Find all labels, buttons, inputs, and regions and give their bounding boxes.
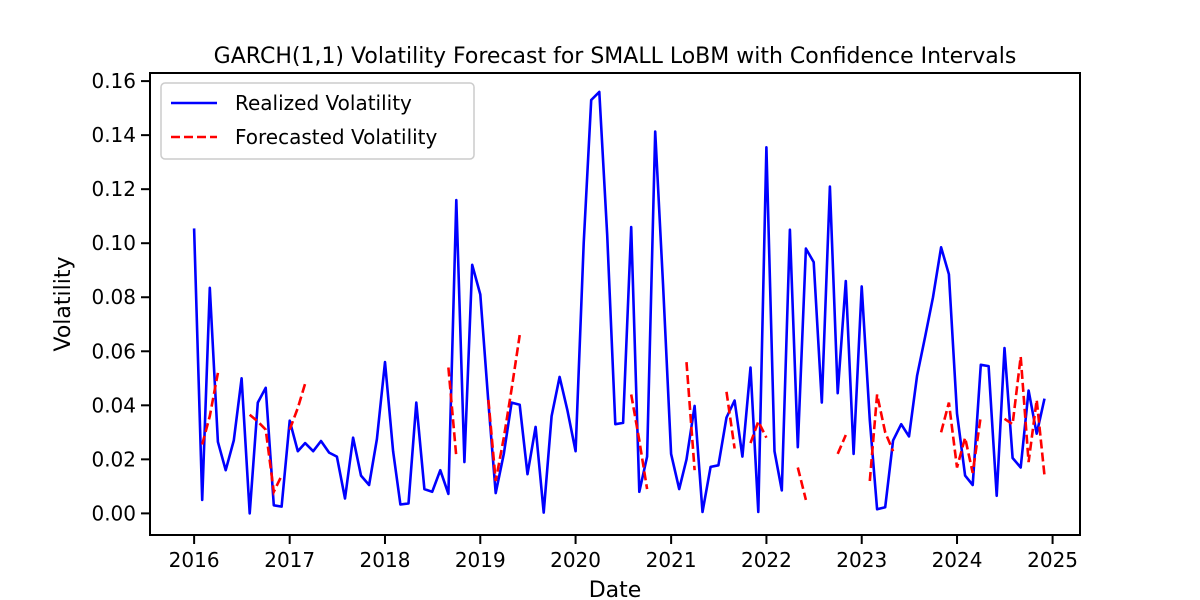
legend-box	[160, 82, 475, 160]
y-tick-label: 0.16	[91, 69, 136, 93]
x-tick-label: 2024	[932, 548, 983, 572]
chart-title: GARCH(1,1) Volatility Forecast for SMALL…	[214, 44, 1017, 69]
series-forecasted-volatility-segment	[1003, 356, 1046, 476]
series-forecasted-volatility-segment	[725, 391, 736, 449]
x-tick-label: 2020	[550, 548, 601, 572]
series-forecasted-volatility-segment	[939, 402, 983, 474]
x-axis: 2016 2017 2018 2019 2020 2021 2022 2023 2024 2025	[169, 535, 1078, 572]
x-tick-label: 2023	[836, 548, 887, 572]
series-realized-volatility	[192, 90, 1046, 515]
legend-label-forecasted: Forecasted Volatility	[235, 125, 438, 149]
series-forecasted-volatility-segment	[629, 394, 649, 490]
y-tick-label: 0.08	[91, 285, 136, 309]
x-axis-label: Date	[589, 578, 642, 600]
legend: Realized Volatility Forecasted Volatilit…	[160, 82, 475, 160]
y-tick-label: 0.10	[91, 231, 136, 255]
series-forecasted-volatility-segment	[685, 362, 696, 471]
y-axis: 0.00 0.02 0.04 0.06 0.08 0.10 0.12 0.14 0.16	[91, 69, 150, 525]
y-tick-label: 0.04	[91, 393, 136, 417]
plot-area	[192, 90, 1046, 515]
x-tick-label: 2022	[741, 548, 792, 572]
y-tick-label: 0.00	[91, 501, 136, 525]
y-tick-label: 0.02	[91, 447, 136, 471]
y-tick-label: 0.12	[91, 177, 136, 201]
series-forecasted-volatility-segment	[868, 394, 895, 482]
series-forecasted-volatility-segment	[447, 367, 458, 457]
legend-label-realized: Realized Volatility	[235, 91, 412, 115]
x-tick-label: 2018	[360, 548, 411, 572]
x-tick-label: 2017	[264, 548, 315, 572]
y-axis-label: Volatility	[51, 256, 76, 351]
series-forecasted-volatility-segment	[248, 413, 283, 497]
x-tick-label: 2025	[1027, 548, 1078, 572]
axes-frame	[149, 72, 1081, 536]
series-forecasted-volatility-segment	[796, 467, 808, 501]
x-tick-label: 2016	[169, 548, 220, 572]
series-forecasted-volatility-segment	[749, 418, 768, 444]
series-forecasted-volatility-segment	[288, 383, 307, 431]
y-tick-label: 0.06	[91, 339, 136, 363]
x-tick-label: 2019	[455, 548, 506, 572]
series-forecasted-volatility-segment	[200, 372, 220, 445]
series-forecasted-volatility-segment	[487, 334, 521, 482]
y-tick-label: 0.14	[91, 123, 136, 147]
series-forecasted-volatility-segment	[836, 434, 847, 455]
x-tick-label: 2021	[646, 548, 697, 572]
